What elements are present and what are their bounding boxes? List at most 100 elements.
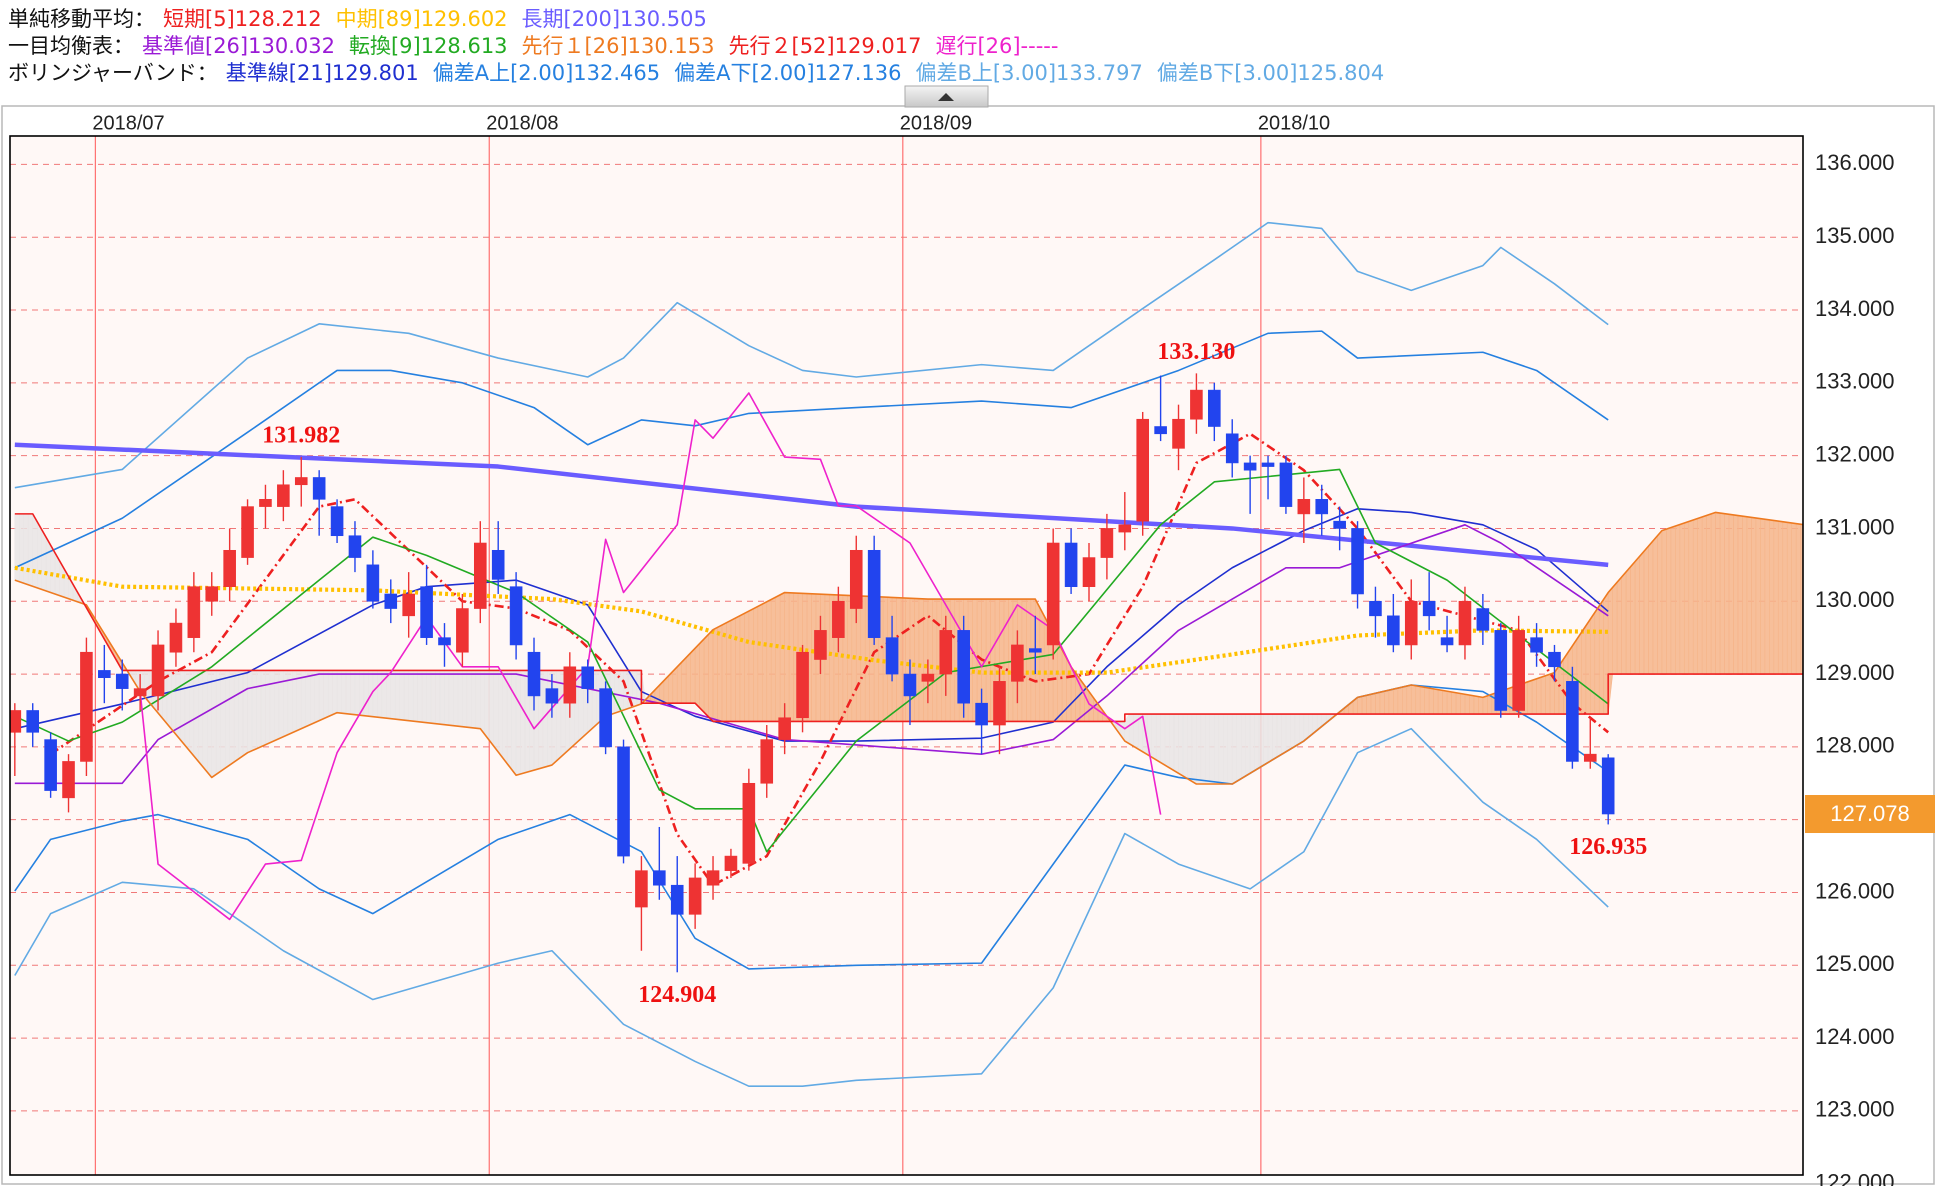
y-tick-label: 128.000: [1815, 733, 1895, 758]
ichimoku-cloud: [1728, 513, 1734, 675]
candle-body: [939, 630, 953, 675]
x-tick-label: 2018/07: [92, 112, 164, 134]
ichimoku-cloud: [408, 670, 414, 722]
ichimoku-cloud: [1675, 524, 1681, 675]
ichimoku-cloud: [278, 670, 284, 740]
ichimoku-cloud: [171, 670, 177, 736]
candle-body: [277, 484, 290, 507]
y-tick-label: 136.000: [1815, 150, 1895, 175]
ichimoku-cloud: [1710, 512, 1716, 675]
ichimoku-cloud: [1442, 690, 1448, 715]
ichimoku-cloud: [1160, 713, 1166, 766]
ichimoku-cloud: [708, 628, 714, 723]
ichimoku-cloud: [327, 670, 333, 718]
ichimoku-cloud: [1715, 512, 1721, 675]
candle-body: [312, 477, 326, 500]
ichimoku-cloud: [1478, 696, 1484, 715]
ichimoku-cloud: [41, 528, 47, 592]
ichimoku-cloud: [623, 670, 629, 711]
candle-body: [1279, 462, 1293, 507]
ichimoku-cloud: [1388, 688, 1394, 715]
legend-group-label: 一目均衡表：: [8, 34, 134, 58]
ichimoku-cloud: [493, 670, 499, 753]
ichimoku-cloud: [1290, 713, 1296, 750]
ichimoku-cloud: [363, 670, 369, 717]
candle-body: [259, 499, 272, 507]
ichimoku-cloud: [229, 670, 235, 766]
ichimoku-cloud: [372, 670, 378, 718]
legend-entry: 偏差A下[2.00]127.136: [674, 61, 902, 85]
candle-body: [1333, 520, 1346, 529]
collapse-tab[interactable]: [904, 85, 989, 108]
ichimoku-cloud: [1643, 545, 1649, 675]
ichimoku-cloud: [1178, 713, 1184, 777]
legend-entry: 偏差B上[3.00]133.797: [915, 61, 1143, 85]
ichimoku-cloud: [1419, 686, 1425, 715]
indicator-line: [14, 727, 1609, 1087]
ichimoku-cloud: [1393, 687, 1399, 715]
candle-body: [975, 702, 988, 726]
ichimoku-cloud: [515, 670, 521, 776]
ichimoku-cloud: [744, 610, 750, 722]
ichimoku-cloud: [1428, 687, 1434, 715]
ichimoku-cloud: [1231, 713, 1238, 785]
legend-entry: 短期[5]128.212: [163, 7, 322, 31]
ichimoku-cloud: [1755, 517, 1761, 675]
ichimoku-cloud: [260, 670, 266, 748]
legend-entry: 基準値[26]130.032: [142, 34, 335, 58]
ichimoku-cloud: [1746, 516, 1752, 675]
ichimoku-cloud: [775, 594, 781, 722]
ichimoku-cloud: [1581, 624, 1587, 715]
ichimoku-cloud: [1764, 518, 1770, 675]
candle-body: [688, 877, 702, 915]
ichimoku-cloud: [300, 670, 307, 730]
ichimoku-cloud: [1276, 713, 1282, 758]
ichimoku-cloud: [274, 670, 280, 742]
ichimoku-cloud: [1625, 565, 1631, 675]
ichimoku-cloud: [685, 652, 691, 704]
ichimoku-cloud: [761, 601, 768, 722]
ichimoku-cloud: [1214, 713, 1220, 785]
ichimoku-cloud: [1294, 713, 1300, 747]
candle-body: [1243, 462, 1257, 471]
ichimoku-cloud: [189, 670, 195, 757]
ichimoku-cloud: [1451, 691, 1457, 715]
ichimoku-cloud: [1370, 692, 1376, 715]
ichimoku-cloud: [457, 670, 463, 728]
ichimoku-cloud: [1437, 689, 1443, 715]
candle-body: [1136, 418, 1150, 522]
ichimoku-cloud: [676, 661, 683, 704]
ichimoku-cloud: [1634, 555, 1640, 675]
candle-body: [903, 673, 917, 697]
ichimoku-cloud: [1666, 527, 1672, 675]
candle-body: [294, 477, 308, 486]
ichimoku-cloud: [1733, 514, 1739, 675]
candle-body: [653, 870, 666, 886]
ichimoku-cloud: [1612, 581, 1618, 675]
ichimoku-cloud: [323, 670, 329, 720]
ichimoku-cloud: [1187, 713, 1193, 782]
ichimoku-cloud: [394, 670, 401, 720]
ichimoku-cloud: [1777, 520, 1784, 675]
x-tick-label: 2018/10: [1258, 112, 1330, 134]
candle-body: [1601, 757, 1615, 815]
ichimoku-cloud: [309, 670, 315, 726]
ichimoku-cloud: [318, 670, 324, 722]
x-tick-label: 2018/09: [900, 112, 972, 134]
axis-layer: 136.000 135.000 134.000 133.000 132.000 131.0…: [92, 112, 1935, 1186]
ichimoku-cloud: [1616, 576, 1622, 675]
candle-body: [80, 651, 93, 762]
ichimoku-cloud: [1701, 515, 1707, 675]
ichimoku-cloud: [265, 670, 271, 746]
ichimoku-cloud: [345, 670, 351, 715]
ichimoku-cloud: [336, 670, 342, 714]
ichimoku-cloud: [206, 670, 213, 779]
y-tick-label: 133.000: [1815, 369, 1895, 394]
ichimoku-cloud: [479, 670, 486, 736]
candle-body: [438, 637, 451, 646]
ichimoku-cloud: [735, 615, 741, 722]
ichimoku-cloud: [721, 622, 727, 722]
ichimoku-cloud: [166, 670, 172, 730]
candle-body: [1494, 630, 1508, 711]
